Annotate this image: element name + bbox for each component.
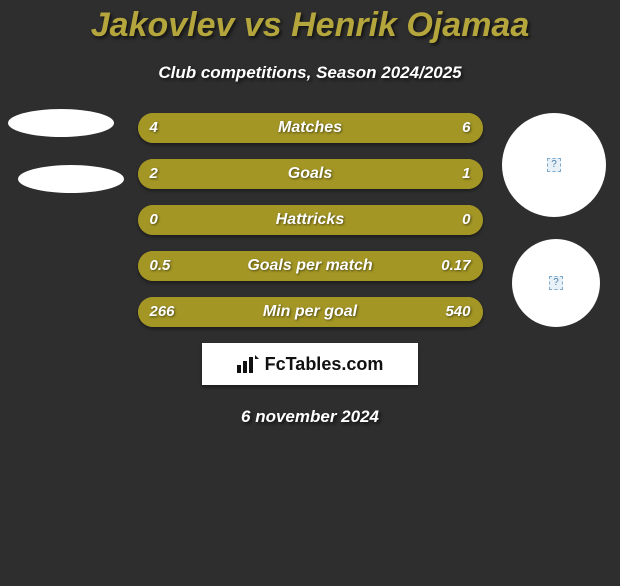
stat-bars: 46Matches 21Goals 00Hattricks 0.50.17Goals … — [138, 113, 483, 327]
bar-chart-icon — [237, 355, 259, 373]
logo-text: FcTables.com — [265, 354, 384, 375]
stat-bar-label: Hattricks — [138, 205, 483, 235]
main: ? ? 46Matches 21Goals 00Hattricks 0.50.17Go… — [0, 113, 620, 427]
placeholder-icon: ? — [547, 158, 561, 172]
avatar-column-right: ? ? — [490, 113, 620, 349]
player-avatar-left-2 — [18, 165, 124, 193]
player-avatar-right-2: ? — [512, 239, 600, 327]
placeholder-icon: ? — [549, 276, 563, 290]
stat-bar-label: Min per goal — [138, 297, 483, 327]
logo-box: FcTables.com — [202, 343, 418, 385]
player-avatar-right-1: ? — [502, 113, 606, 217]
date: 6 november 2024 — [0, 407, 620, 427]
stat-bar: 00Hattricks — [138, 205, 483, 235]
stat-bar-label: Goals per match — [138, 251, 483, 281]
avatar-column-left — [0, 113, 130, 221]
stat-bar-label: Matches — [138, 113, 483, 143]
stat-bar: 46Matches — [138, 113, 483, 143]
stat-bar: 21Goals — [138, 159, 483, 189]
logo: FcTables.com — [237, 354, 384, 375]
page-title: Jakovlev vs Henrik Ojamaa — [0, 6, 620, 45]
player-avatar-left-1 — [8, 109, 114, 137]
subtitle: Club competitions, Season 2024/2025 — [0, 63, 620, 83]
stat-bar: 0.50.17Goals per match — [138, 251, 483, 281]
stat-bar: 266540Min per goal — [138, 297, 483, 327]
stat-bar-label: Goals — [138, 159, 483, 189]
